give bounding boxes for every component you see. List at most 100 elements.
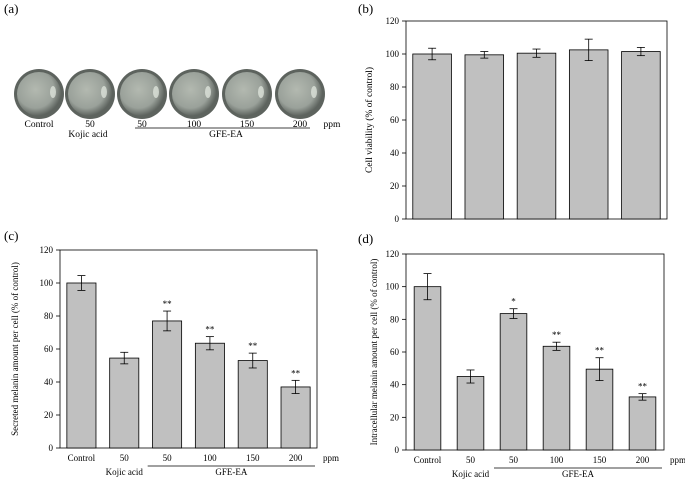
- panel-a-label: (a): [4, 1, 18, 16]
- petri-dish-0: [14, 69, 64, 119]
- dish-label-5: 200: [293, 120, 308, 130]
- bar-1: [109, 357, 140, 449]
- group-label-gfe: GFE-EA: [209, 130, 243, 140]
- significance-4: **: [595, 346, 605, 356]
- group-label-gfe: GFE-EA: [215, 467, 247, 477]
- significance-2: *: [511, 297, 516, 307]
- x-tick-label-2: 50: [163, 453, 173, 463]
- petri-dish-2: [117, 69, 167, 119]
- bar-0: [412, 53, 452, 220]
- petri-dish-4: [222, 69, 272, 119]
- bar-4: [585, 368, 614, 451]
- y-tick-label: 100: [386, 282, 400, 292]
- bar-3: [194, 342, 225, 449]
- dish-highlight: [50, 86, 56, 98]
- dish-label-4: 150: [240, 120, 255, 130]
- petri-dish-3: [169, 69, 219, 119]
- bar-2: [499, 313, 528, 451]
- group-label-kojic: Kojic acid: [106, 467, 144, 477]
- x-tick-label-4: 150: [593, 455, 607, 465]
- dish-highlight: [153, 86, 159, 98]
- dish-labels: Control 50 50 100 150 200: [24, 120, 307, 130]
- bar-5: [628, 396, 657, 451]
- dish-label-3: 100: [187, 120, 202, 130]
- dish-well: [172, 72, 216, 116]
- y-tick-label: 100: [40, 278, 54, 288]
- y-tick-label: 40: [44, 377, 54, 387]
- y-tick-label: 60: [390, 115, 400, 125]
- significance-5: **: [291, 368, 301, 378]
- bar-3: [568, 49, 609, 220]
- dish-well: [17, 72, 61, 116]
- y-tick-label: 100: [386, 49, 400, 59]
- bar-1: [464, 54, 505, 220]
- panel-label: (d): [358, 231, 373, 246]
- petri-dish-1: [65, 69, 115, 119]
- bar-4: [621, 51, 661, 220]
- group-label-kojic: Kojic acid: [452, 469, 490, 479]
- dish-well: [278, 72, 322, 116]
- bar-2: [152, 320, 183, 449]
- x-tick-label-1: 50: [466, 455, 476, 465]
- group-label-kojic: Kojic acid: [68, 130, 108, 140]
- bar-0: [413, 286, 442, 451]
- dish-label-0: Control: [24, 120, 53, 130]
- x-tick-label-5: 200: [636, 455, 650, 465]
- unit-label: ppm: [323, 453, 339, 463]
- plot-frame: [405, 253, 665, 451]
- significance-5: **: [638, 382, 648, 392]
- x-tick-label-0: Control: [68, 453, 96, 463]
- y-tick-label: 0: [395, 214, 400, 224]
- x-tick-label-3: 100: [203, 453, 217, 463]
- dish-label-2: 50: [137, 120, 147, 130]
- y-axis-label: Intracellular melanin amount per cell (%…: [369, 259, 379, 446]
- y-tick-label: 40: [390, 380, 400, 390]
- chart-secreted-melanin: (c) 0 20 40 60 80 100 120 Secreted melanin amoun…: [4, 228, 339, 477]
- y-tick-label: 40: [390, 148, 400, 158]
- dish-label-1: 50: [85, 120, 95, 130]
- bar-4: [237, 360, 268, 449]
- y-tick-label: 60: [390, 347, 400, 357]
- dish-highlight: [258, 86, 264, 98]
- panel-label: (c): [4, 228, 18, 243]
- dish-highlight: [101, 86, 107, 98]
- dish-highlight: [205, 86, 211, 98]
- panel-label: (b): [358, 1, 373, 16]
- petri-dish-5: [275, 69, 325, 119]
- chart-cell-viability: (b) 0 20 40 60 80 100 120 Cell viability (% of c…: [358, 1, 668, 224]
- unit-label: ppm: [670, 455, 685, 465]
- x-tick-label-3: 100: [550, 455, 564, 465]
- bar-1: [456, 376, 485, 451]
- y-tick-label: 20: [390, 412, 400, 422]
- panel-a-dishes: (a) Control 50 50 100 150 200 Kojic acid GFE-…: [4, 1, 341, 140]
- y-tick-label: 120: [386, 16, 400, 26]
- significance-4: **: [248, 341, 258, 351]
- dish-well: [68, 72, 112, 116]
- bar-2: [516, 52, 557, 220]
- bar-0: [66, 282, 97, 449]
- bar-5: [280, 386, 311, 449]
- significance-3: **: [205, 325, 215, 335]
- y-tick-label: 120: [40, 245, 54, 255]
- significance-3: **: [552, 330, 562, 340]
- plot-frame: [59, 249, 318, 449]
- chart-intracellular-melanin: (d) 0 20 40 60 80 100 120 Intracellular melanin …: [358, 231, 685, 479]
- dish-row: [14, 69, 325, 119]
- x-tick-label-5: 200: [289, 453, 303, 463]
- dish-well: [225, 72, 269, 116]
- y-tick-label: 120: [386, 249, 400, 259]
- dish-well: [120, 72, 164, 116]
- y-tick-label: 60: [44, 344, 54, 354]
- y-tick-label: 80: [44, 311, 54, 321]
- y-axis-label: Cell viability (% of control): [364, 67, 375, 173]
- x-tick-label-1: 50: [120, 453, 130, 463]
- y-tick-label: 80: [390, 314, 400, 324]
- unit-label: ppm: [324, 120, 342, 130]
- x-tick-label-2: 50: [509, 455, 519, 465]
- significance-2: **: [163, 299, 173, 309]
- dish-highlight: [311, 86, 317, 98]
- x-tick-label-0: Control: [414, 455, 442, 465]
- group-label-gfe: GFE-EA: [562, 469, 594, 479]
- y-tick-label: 20: [44, 410, 54, 420]
